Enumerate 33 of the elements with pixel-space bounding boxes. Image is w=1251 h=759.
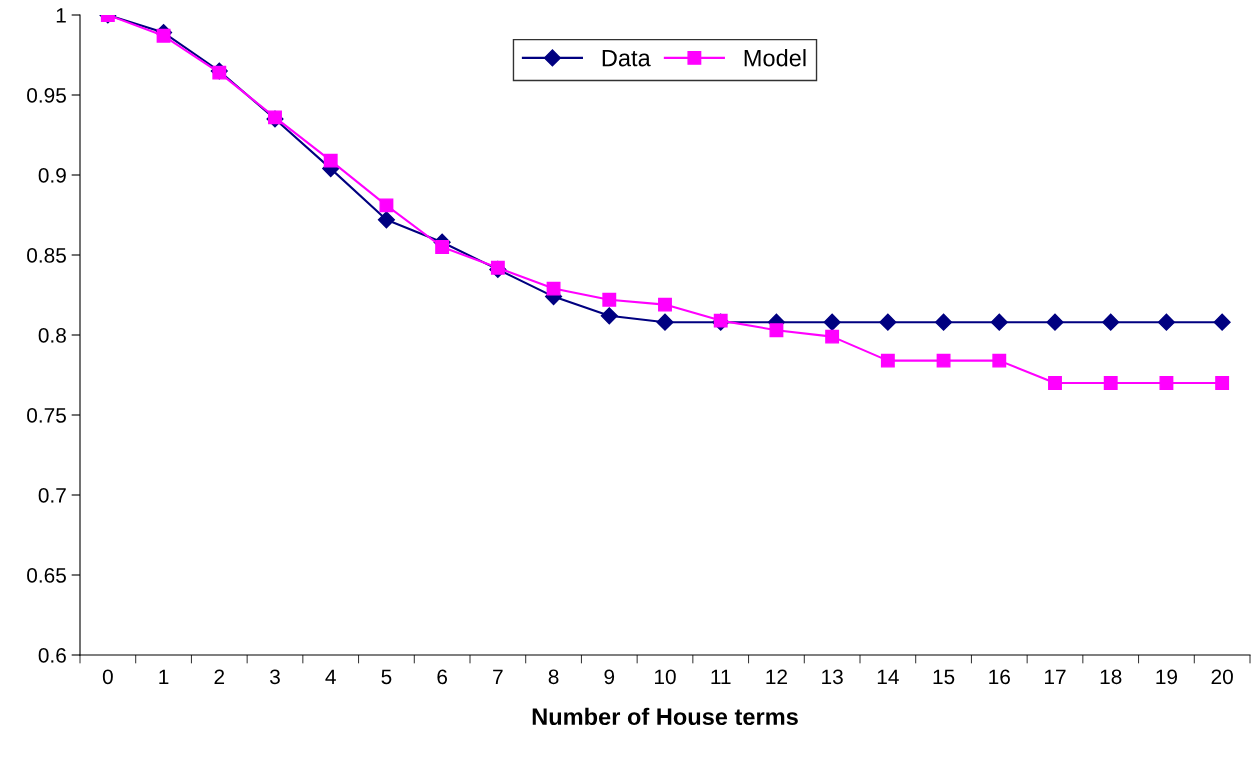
x-tick-label: 8: [548, 669, 559, 685]
x-tick-label: 15: [933, 669, 955, 685]
y-tick-label: 0.75: [27, 408, 66, 423]
y-tick-label: 0.9: [38, 168, 66, 183]
y-tick-label: 0.65: [27, 568, 66, 583]
y-tick-label: 0.95: [27, 88, 66, 103]
x-tick-label: 0: [102, 669, 113, 685]
x-tick-label: 16: [989, 669, 1010, 685]
legend-label: Model: [744, 49, 806, 67]
y-tick-label: 0.85: [27, 248, 66, 263]
x-tick-label: 9: [604, 669, 615, 685]
y-tick-label: 0.7: [38, 488, 66, 503]
y-tick-label: 1: [56, 8, 66, 23]
x-tick-label: 3: [270, 669, 280, 685]
x-tick-label: 17: [1045, 669, 1066, 684]
legend-label: Data: [602, 49, 651, 67]
x-tick-label: 20: [1211, 669, 1233, 685]
x-tick-label: 7: [493, 669, 503, 684]
x-tick-label: 19: [1156, 669, 1178, 685]
x-tick-label: 14: [877, 669, 899, 684]
x-tick-label: 2: [214, 669, 225, 684]
x-tick-label: 10: [655, 669, 676, 685]
x-tick-label: 13: [822, 669, 843, 685]
x-tick-label: 12: [766, 669, 787, 684]
x-tick-label: 4: [325, 669, 336, 684]
x-axis-title: Number of House terms: [532, 707, 798, 726]
y-tick-label: 0.8: [38, 328, 66, 343]
x-tick-label: 6: [437, 669, 448, 685]
x-tick-label: 11: [711, 669, 731, 684]
x-tick-label: 5: [381, 669, 392, 685]
x-tick-label: 18: [1100, 669, 1122, 685]
y-tick-label: 0.6: [38, 648, 66, 663]
x-tick-label: 1: [159, 669, 169, 684]
